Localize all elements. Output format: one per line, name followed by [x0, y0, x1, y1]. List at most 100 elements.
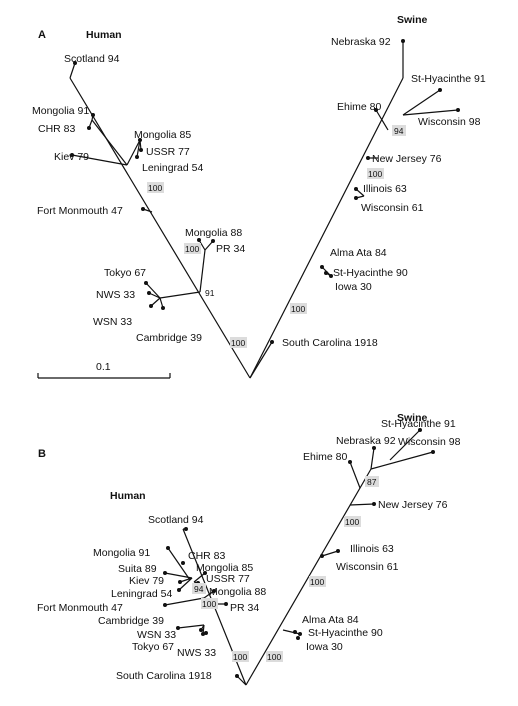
branch-wsn33	[150, 297, 161, 307]
branch-wisconsin98	[402, 109, 459, 116]
label-chr83: CHR 83	[38, 123, 76, 135]
label-nebraska92: Nebraska 92	[336, 435, 396, 447]
branch-leningrad54	[178, 577, 193, 591]
bootstrap-box	[266, 651, 283, 662]
panel-a-branches	[69, 41, 459, 379]
label-suita89: Suita 89	[118, 563, 157, 575]
branch-southcarolina	[236, 675, 247, 686]
bootstrap-box	[367, 168, 384, 179]
tip-ussr77	[139, 148, 143, 152]
tip-mongolia85	[203, 571, 207, 575]
tip-wisconsin61	[320, 554, 324, 558]
tip-mongolia85	[138, 138, 142, 142]
label-ehime80: Ehime 80	[337, 101, 382, 113]
panel-b-human-heading: Human	[110, 490, 146, 502]
label-wisconsin98: Wisconsin 98	[398, 436, 461, 448]
branch-ehime80	[375, 109, 389, 131]
label-cambridge39: Cambridge 39	[136, 332, 202, 344]
bootstrap-human-91: 91	[205, 288, 215, 298]
bootstrap-human-base: 100	[233, 652, 247, 662]
tip-wsn33	[149, 304, 153, 308]
bootstrap-swine-top: 94	[394, 126, 404, 136]
label-nebraska92: Nebraska 92	[331, 36, 391, 48]
branch-fortmonmouth	[164, 597, 205, 606]
bootstrap-human-pr: 100	[202, 599, 216, 609]
branch-scotland	[69, 62, 76, 79]
bootstrap-human-94: 94	[194, 584, 204, 594]
label-fortmonmouth: Fort Monmouth 47	[37, 205, 123, 217]
scale-bar: 0.1	[37, 361, 171, 379]
label-tokyo67: Tokyo 67	[132, 641, 174, 653]
branch-kiev79	[71, 154, 128, 166]
bootstrap-box	[344, 516, 361, 527]
tip-fortmonmouth	[163, 603, 167, 607]
label-wsn33: WSN 33	[137, 629, 176, 641]
tip-leningrad54	[135, 155, 139, 159]
bootstrap-human-base: 100	[231, 338, 245, 348]
branch-tokyo67	[145, 282, 161, 299]
label-kiev79: Kiev 79	[129, 575, 164, 587]
branch-wisconsin98	[370, 451, 434, 470]
panel-a-labels: Scotland 94 Mongolia 91 CHR 83 Kiev 79 M…	[32, 36, 486, 349]
label-sthyacinthe91: St-Hyacinthe 91	[411, 73, 486, 85]
panel-b-labels: Nebraska 92 St-Hyacinthe 91 Wisconsin 98…	[37, 418, 461, 682]
tip-scotland	[184, 527, 188, 531]
bootstrap-box	[230, 337, 247, 348]
tip-pr34	[224, 602, 228, 606]
branch-kiev79	[179, 577, 193, 583]
label-iowa30: Iowa 30	[306, 641, 343, 653]
tip-chr83	[87, 126, 91, 130]
label-wisconsin61: Wisconsin 61	[361, 202, 424, 214]
label-mongolia85: Mongolia 85	[134, 129, 191, 141]
label-leningrad54: Leningrad 54	[142, 162, 203, 174]
tip-illinois63	[354, 187, 358, 191]
tip-ehime80	[348, 460, 352, 464]
label-fortmonmouth: Fort Monmouth 47	[37, 602, 123, 614]
branch-mongolia85-group	[126, 139, 141, 166]
label-wisconsin61: Wisconsin 61	[336, 561, 399, 573]
tip-southcarolina	[235, 674, 239, 678]
tip-sthyacinthe90	[298, 632, 302, 636]
label-illinois63: Illinois 63	[363, 183, 407, 195]
tip-wisconsin98	[456, 108, 460, 112]
bootstrap-human-upper: 100	[148, 183, 162, 193]
label-pr34: PR 34	[216, 243, 245, 255]
tip-newjersey76	[372, 502, 376, 506]
panel-b-bootstrap: 87 100 100 94 100 100 100	[192, 476, 379, 662]
scale-bar-value: 0.1	[96, 361, 111, 373]
tip-leningrad54	[177, 588, 181, 592]
label-almaata84: Alma Ata 84	[330, 247, 387, 259]
branch-mongolia91	[167, 547, 191, 581]
label-kiev79: Kiev 79	[54, 151, 89, 163]
tip-wisconsin61	[354, 196, 358, 200]
tip-iowa30	[296, 636, 300, 640]
bootstrap-box	[365, 476, 379, 487]
branch-iowa30-group	[282, 629, 301, 635]
tip-cambridge39	[176, 626, 180, 630]
tip-kiev79	[70, 153, 74, 157]
label-southcarolina: South Carolina 1918	[116, 670, 212, 682]
label-mongolia85: Mongolia 85	[196, 562, 253, 574]
label-ussr77: USSR 77	[206, 573, 250, 585]
branch-sthyacinthe91	[389, 429, 421, 461]
tip-suita89	[163, 571, 167, 575]
tip-mongolia91	[91, 113, 95, 117]
branch-leningrad54	[136, 139, 141, 158]
label-nws33: NWS 33	[96, 289, 135, 301]
tip-almaata84	[293, 630, 297, 634]
bootstrap-box	[184, 243, 201, 254]
tip-scotland	[73, 61, 77, 65]
branch-nebraska92	[370, 447, 375, 470]
tip-ehime80	[374, 108, 378, 112]
label-wisconsin98: Wisconsin 98	[418, 116, 481, 128]
panel-b: B Swine Human	[37, 412, 461, 686]
tip-chr83	[181, 561, 185, 565]
panel-a-swine-heading: Swine	[397, 14, 428, 26]
label-tokyo67: Tokyo 67	[104, 267, 146, 279]
bootstrap-box	[309, 576, 326, 587]
panel-b-swine-heading: Swine	[397, 412, 428, 424]
panel-a-human-heading: Human	[86, 29, 122, 41]
branch-sthyacinthe91	[402, 89, 441, 116]
bootstrap-swine-top: 87	[367, 477, 377, 487]
label-mongolia88: Mongolia 88	[185, 227, 242, 239]
